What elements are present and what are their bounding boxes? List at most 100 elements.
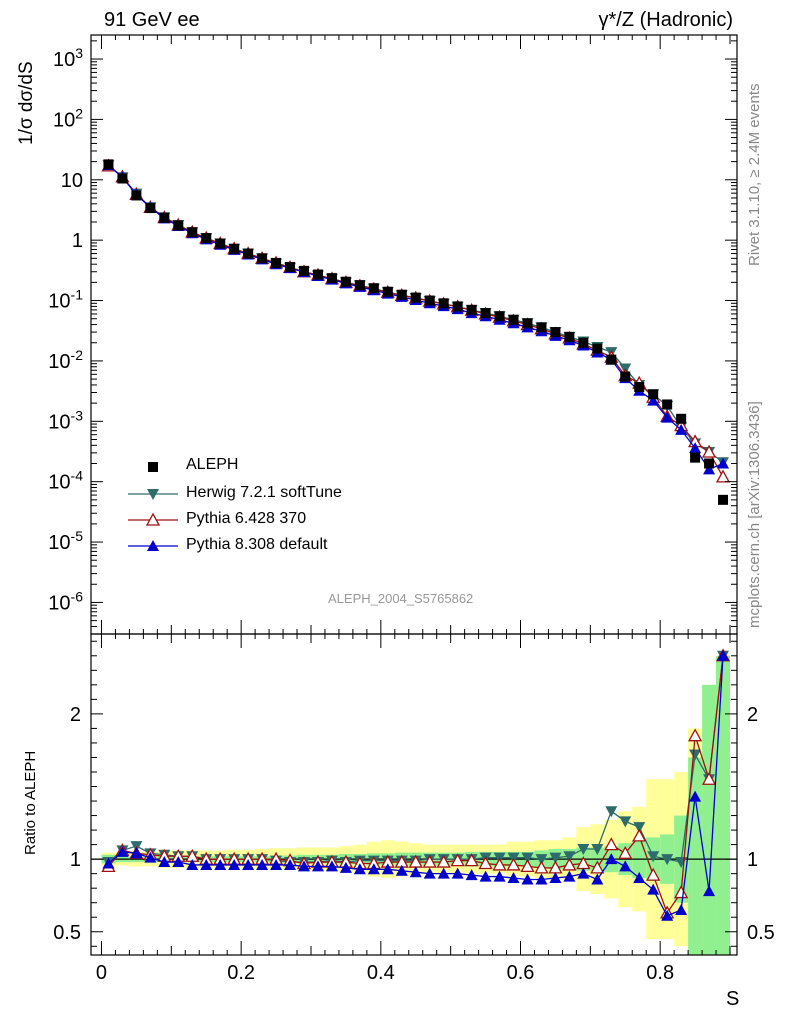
top-y-tick-label: 10-1 <box>48 287 83 313</box>
aleph-point <box>676 413 687 424</box>
aleph-point <box>340 276 351 287</box>
ratio-y-tick-label-right: 0.5 <box>747 922 775 944</box>
aleph-point <box>215 238 226 249</box>
aleph-point <box>718 494 729 505</box>
aleph-point <box>312 269 323 280</box>
aleph-point <box>173 220 184 231</box>
ratio-herwig-point <box>535 854 548 866</box>
ratio-pythia8-point <box>200 858 213 870</box>
pythia8-point <box>717 457 730 469</box>
aleph-point <box>187 227 198 238</box>
ratio-pythia8-point <box>298 860 311 872</box>
aleph-point <box>564 331 575 342</box>
ratio-pythia6-point <box>534 860 549 874</box>
aleph-point <box>410 292 421 303</box>
x-tick-label: 0.6 <box>507 962 535 984</box>
aleph-point <box>243 248 254 259</box>
top-y-tick-label: 10-5 <box>48 528 83 554</box>
ratio-pythia8-point <box>214 858 227 870</box>
ratio-pythia8-point <box>717 649 730 661</box>
ratio-herwig-point <box>577 843 590 855</box>
ratio-pythia8-point <box>535 873 548 885</box>
ratio-pythia8-point <box>186 858 199 870</box>
top-y-tick-label: 103 <box>53 45 83 71</box>
aleph-point <box>704 458 715 469</box>
bottom-frame <box>90 633 738 956</box>
pythia8-point <box>689 442 702 454</box>
aleph-point <box>690 452 701 463</box>
aleph-point <box>229 243 240 254</box>
aleph-point <box>131 190 142 201</box>
pythia8-point <box>661 411 674 423</box>
ratio-pythia8-point <box>465 869 478 881</box>
ratio-pythia8-point <box>437 867 450 879</box>
aleph-point <box>271 257 282 268</box>
pythia8-point <box>675 423 688 435</box>
ratio-pythia8-point <box>423 867 436 879</box>
ratio-pythia8-point <box>284 858 297 870</box>
aleph-point <box>592 343 603 354</box>
ratio-pythia8-point <box>242 858 255 870</box>
legend-label-pythia8: Pythia 8.308 default <box>186 536 328 553</box>
ratio-herwig-point <box>661 854 674 866</box>
legend-mark-pythia6 <box>145 512 161 526</box>
aleph-point <box>466 304 477 315</box>
legend-mark-herwig <box>147 489 159 500</box>
ratio-pythia8-point <box>381 863 394 875</box>
aleph-point <box>145 203 156 214</box>
aleph-point <box>494 311 505 322</box>
ratio-pythia8-point <box>507 872 520 884</box>
ratio-pythia8-point <box>158 856 171 868</box>
pythia8-line <box>108 164 724 471</box>
pythia6-point <box>715 469 731 483</box>
ratio-pythia8-point <box>493 870 506 882</box>
aleph-point <box>354 280 365 291</box>
aleph-point <box>159 212 170 223</box>
legend-label-pythia6: Pythia 6.428 370 <box>186 510 307 527</box>
ratio-pythia8-point <box>675 903 688 915</box>
ratio-pythia6-point <box>492 857 507 871</box>
legend-label-herwig: Herwig 7.2.1 softTune <box>186 484 342 501</box>
ratio-pythia8-point <box>451 867 464 879</box>
mcplots-url-label: mcplots.cern.ch [arXiv:1306.3436] <box>746 401 763 628</box>
ratio-pythia6-point <box>478 856 493 870</box>
aleph-point <box>382 286 393 297</box>
ratio-pythia6-point <box>632 828 647 842</box>
ratio-pythia8-point <box>703 885 716 897</box>
ratio-herwig-point <box>647 851 660 863</box>
aleph-point <box>606 354 617 365</box>
ratio-herwig-point <box>605 806 618 818</box>
ratio-herwig-point <box>521 852 534 864</box>
header-left: 91 GeV ee <box>104 9 200 31</box>
aleph-point <box>257 253 268 264</box>
ratio-pythia8-point <box>311 860 324 872</box>
ratio-pythia8-point <box>479 870 492 882</box>
ratio-pythia8-point <box>116 845 129 857</box>
aleph-point <box>103 159 114 170</box>
ratio-pythia8-point <box>549 872 562 884</box>
aleph-point <box>452 301 463 312</box>
aleph-point <box>396 289 407 300</box>
ratio-pythia8-point <box>353 863 366 875</box>
ratio-pythia6-point <box>646 867 661 881</box>
pythia6-point <box>701 444 717 458</box>
ratio-pythia8-point <box>563 870 576 882</box>
ratio-pythia8-point <box>605 853 618 865</box>
ratio-pythia8-point <box>689 790 702 802</box>
ratio-pythia8-point <box>367 863 380 875</box>
aleph-point <box>201 233 212 244</box>
ratio-pythia6-point <box>450 853 465 867</box>
x-tick-label: 0.2 <box>227 962 255 984</box>
pythia6-line <box>108 165 724 478</box>
aleph-point <box>578 337 589 348</box>
top-y-tick-label: 10-6 <box>48 588 83 614</box>
x-axis-label: S <box>726 988 740 1010</box>
ratio-pythia8-point <box>130 847 143 859</box>
ratio-pythia8-point <box>144 851 157 863</box>
aleph-point <box>285 261 296 272</box>
ratio-pythia6-point <box>604 837 619 851</box>
aleph-point <box>424 295 435 306</box>
ratio-pythia8-point <box>325 860 338 872</box>
aleph-point <box>438 298 449 309</box>
